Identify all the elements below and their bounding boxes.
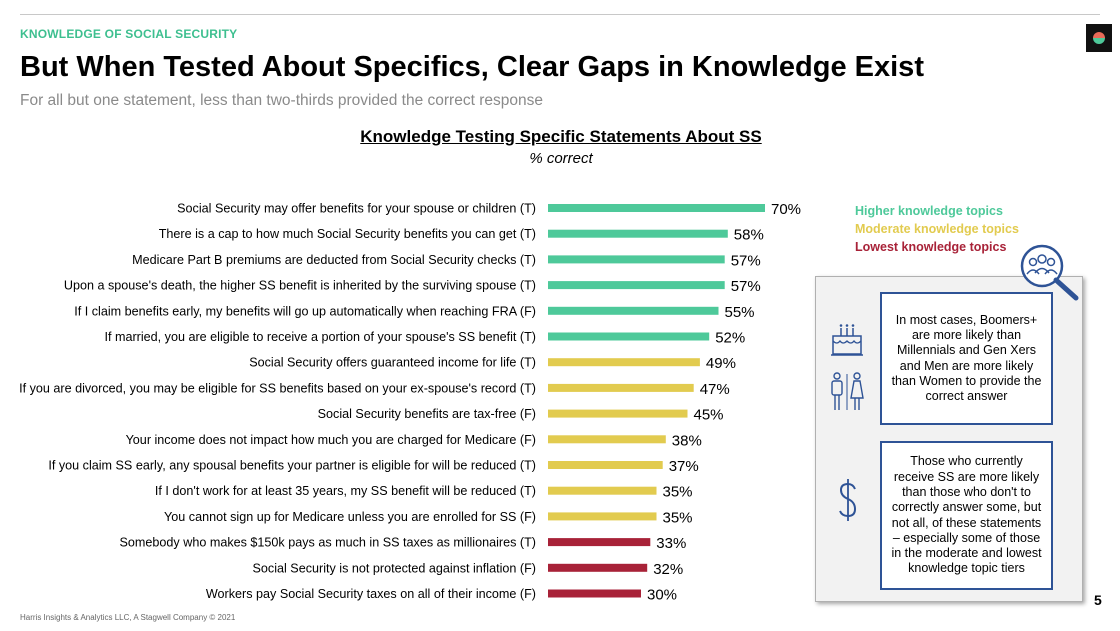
value-label: 57% xyxy=(731,252,761,269)
bar-chart: Social Security may offer benefits for y… xyxy=(19,201,801,604)
bar xyxy=(548,383,694,392)
category-label: Workers pay Social Security taxes on all… xyxy=(206,587,536,601)
value-label: 49% xyxy=(706,355,736,372)
section-label: KNOWLEDGE OF SOCIAL SECURITY xyxy=(20,27,238,41)
recipients-insight-box: Those who currently receive SS are more … xyxy=(880,441,1053,590)
dollar-icon xyxy=(839,479,857,521)
chart-title: Knowledge Testing Specific Statements Ab… xyxy=(360,127,762,146)
birthday-cake-icon xyxy=(831,324,863,356)
page-number: 5 xyxy=(1094,592,1102,608)
category-label: Social Security may offer benefits for y… xyxy=(177,202,536,216)
value-label: 47% xyxy=(700,381,730,398)
demographics-insight-box: In most cases, Boomers+ are more likely … xyxy=(880,292,1053,425)
value-label: 55% xyxy=(725,304,755,321)
value-label: 38% xyxy=(672,432,702,449)
value-label: 35% xyxy=(663,509,693,526)
bar xyxy=(548,486,657,495)
category-label: If you claim SS early, any spousal benef… xyxy=(48,459,536,473)
bar xyxy=(548,435,666,444)
category-label: If I don't work for at least 35 years, m… xyxy=(155,484,536,498)
bar xyxy=(548,332,710,341)
bar xyxy=(548,512,657,521)
category-label: You cannot sign up for Medicare unless y… xyxy=(164,510,536,524)
legend-moderate: Moderate knowledge topics xyxy=(855,222,1019,236)
page-subtitle: For all but one statement, less than two… xyxy=(20,92,543,109)
category-label: If I claim benefits early, my benefits w… xyxy=(74,304,536,318)
top-divider xyxy=(20,14,1100,15)
category-label: If married, you are eligible to receive … xyxy=(104,330,536,344)
man-woman-icon xyxy=(831,372,864,410)
chart-legend: Higher knowledge topics Moderate knowled… xyxy=(855,202,1019,256)
category-label: There is a cap to how much Social Securi… xyxy=(159,227,536,241)
bar xyxy=(548,255,725,264)
legend-lowest: Lowest knowledge topics xyxy=(855,240,1007,254)
category-label: Somebody who makes $150k pays as much in… xyxy=(120,536,536,550)
category-label: Social Security offers guaranteed income… xyxy=(249,356,536,370)
legend-higher: Higher knowledge topics xyxy=(855,204,1003,218)
category-label: If you are divorced, you may be eligible… xyxy=(19,381,536,395)
recipients-insight-text: Those who currently receive SS are more … xyxy=(891,454,1042,576)
bar xyxy=(548,589,641,598)
category-label: Medicare Part B premiums are deducted fr… xyxy=(132,253,536,267)
bar xyxy=(548,409,688,418)
bar xyxy=(548,538,651,547)
category-label: Social Security benefits are tax-free (F… xyxy=(318,407,536,421)
category-label: Social Security is not protected against… xyxy=(253,561,537,575)
value-label: 70% xyxy=(771,201,801,218)
value-label: 35% xyxy=(663,484,693,501)
value-label: 33% xyxy=(656,535,686,552)
value-label: 45% xyxy=(694,407,724,424)
bar xyxy=(548,461,663,469)
magnifier-people-icon xyxy=(1020,244,1079,301)
value-label: 52% xyxy=(715,330,745,347)
value-label: 57% xyxy=(731,278,761,295)
bar xyxy=(548,204,765,212)
demographics-insight-text: In most cases, Boomers+ are more likely … xyxy=(891,312,1042,404)
bar xyxy=(548,358,700,367)
bar xyxy=(548,229,728,238)
value-label: 30% xyxy=(647,587,677,604)
bar xyxy=(548,306,719,315)
value-label: 58% xyxy=(734,227,764,244)
category-label: Your income does not impact how much you… xyxy=(126,433,536,447)
page-title: But When Tested About Specifics, Clear G… xyxy=(20,51,924,83)
bar xyxy=(548,563,648,572)
bar xyxy=(548,281,725,290)
footer-copyright: Harris Insights & Analytics LLC, A Stagw… xyxy=(20,613,236,622)
chart-subtitle: % correct xyxy=(529,150,593,167)
value-label: 32% xyxy=(653,561,683,578)
value-label: 37% xyxy=(669,458,699,475)
logo-icon xyxy=(1086,24,1112,52)
category-label: Upon a spouse's death, the higher SS ben… xyxy=(64,279,536,293)
